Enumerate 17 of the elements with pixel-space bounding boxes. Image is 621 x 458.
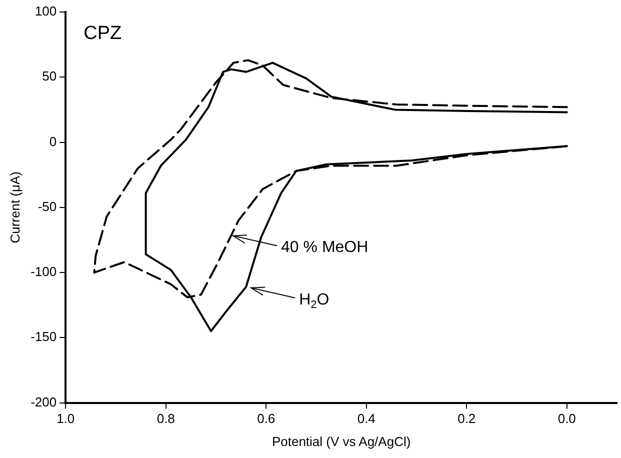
y-tick-label: -200 (30, 394, 57, 410)
y-tick-label: 50 (42, 68, 57, 84)
y-axis-title: Current (μA) (7, 172, 22, 244)
annotation: CPZ (84, 23, 122, 44)
x-axis-title: Potential (V vs Ag/AgCl) (272, 434, 411, 449)
x-tick-label: 0.0 (558, 411, 576, 426)
y-tick-label: 100 (34, 4, 57, 19)
x-tick-label: 0.8 (156, 411, 175, 426)
x-tick-label: 0.4 (357, 411, 376, 426)
x-tick-label: 1.0 (56, 411, 75, 426)
y-tick-label: -50 (38, 198, 57, 214)
y-tick-label: -150 (30, 329, 57, 344)
x-tick-label: 0.6 (257, 411, 276, 426)
y-tick-label: -100 (30, 264, 57, 280)
x-tick-label: 0.2 (458, 411, 476, 426)
y-tick-label: 0 (49, 134, 57, 149)
annotation: 40 % MeOH (281, 239, 368, 256)
